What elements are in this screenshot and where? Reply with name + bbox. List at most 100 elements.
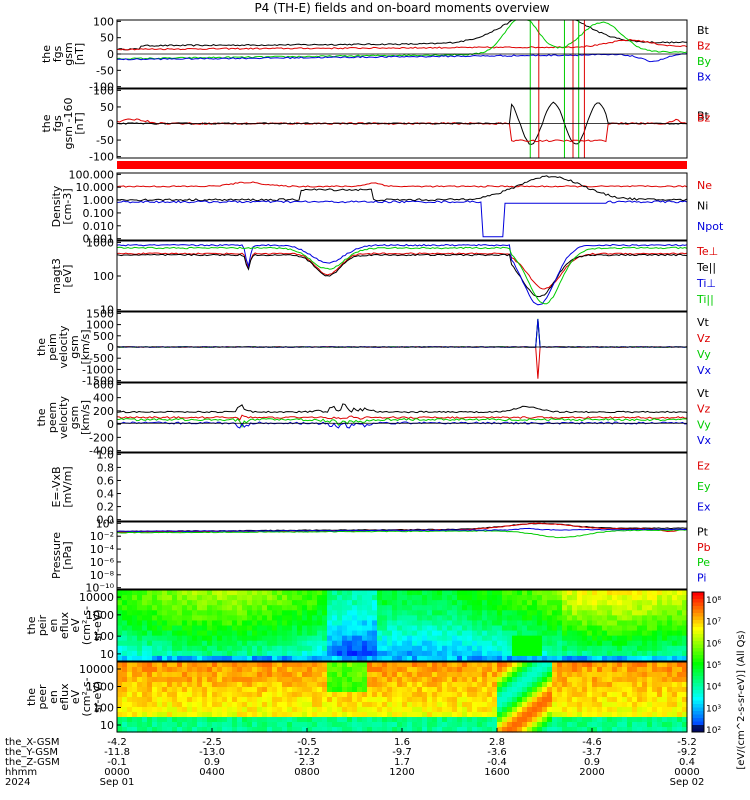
spectrogram-cell <box>677 707 683 713</box>
spectrogram-cell <box>572 662 578 668</box>
spectrogram-cell <box>167 590 173 596</box>
spectrogram-cell <box>467 717 473 723</box>
spectrogram-cell <box>267 635 273 642</box>
spectrogram-cell <box>222 590 228 596</box>
spectrogram-cell <box>332 667 338 673</box>
spectrogram-cell <box>157 727 163 733</box>
spectrogram-cell <box>677 672 683 678</box>
spectrogram-cell <box>572 707 578 713</box>
spectrogram-cell <box>277 672 283 678</box>
spectrogram-cell <box>432 712 438 718</box>
spectrogram-cell <box>147 595 153 601</box>
spectrogram-cell <box>592 722 598 728</box>
spectrogram-cell <box>237 590 243 596</box>
spectrogram-cell <box>477 650 483 657</box>
spectrogram-cell <box>297 717 303 723</box>
spectrogram-cell <box>122 697 128 703</box>
spectrogram-cell <box>597 640 603 647</box>
spectrogram-cell <box>582 682 588 688</box>
spectrogram-cell <box>402 697 408 703</box>
spectrogram-cell <box>377 600 383 606</box>
spectrogram-cell <box>142 672 148 678</box>
spectrogram-cell <box>657 722 663 728</box>
spectrogram-cell <box>592 682 598 688</box>
spectrogram-cell <box>642 687 648 693</box>
spectrogram-cell <box>347 717 353 723</box>
spectrogram-cell <box>667 610 673 616</box>
spectrogram-cell <box>347 702 353 708</box>
spectrogram-cell <box>532 677 538 683</box>
spectrogram-cell <box>257 677 263 683</box>
spectrogram-cell <box>432 655 438 662</box>
spectrogram-cell <box>307 645 313 652</box>
spectrogram-cell <box>417 707 423 713</box>
spectrogram-cell <box>177 605 183 611</box>
spectrogram-cell <box>217 610 223 616</box>
spectrogram-cell <box>652 610 658 616</box>
spectrogram-cell <box>587 590 593 596</box>
spectrogram-cell <box>637 702 643 708</box>
spectrogram-cell <box>637 727 643 733</box>
spectrogram-cell <box>327 702 333 708</box>
spectrogram-cell <box>122 692 128 698</box>
spectrogram-cell <box>187 590 193 596</box>
spectrogram-cell <box>247 727 253 733</box>
spectrogram-cell <box>302 600 308 606</box>
spectrogram-cell <box>562 625 568 632</box>
spectrogram-cell <box>647 625 653 632</box>
spectrogram-cell <box>127 667 133 673</box>
spectrogram-cell <box>247 707 253 713</box>
spectrogram-cell <box>662 662 668 668</box>
spectrogram-cell <box>562 677 568 683</box>
spectrogram-cell <box>362 687 368 693</box>
spectrogram-cell <box>247 640 253 647</box>
spectrogram-cell <box>267 625 273 632</box>
spectrogram-cell <box>322 697 328 703</box>
spectrogram-cell <box>542 707 548 713</box>
spectrogram-cell <box>477 697 483 703</box>
spectrogram-cell <box>587 600 593 606</box>
spectrogram-cell <box>147 667 153 673</box>
spectrogram-cell <box>267 682 273 688</box>
spectrogram-cell <box>477 667 483 673</box>
spectrogram-cell <box>317 667 323 673</box>
spectrogram-cell <box>412 707 418 713</box>
spectrogram-cell <box>347 662 353 668</box>
spectrogram-cell <box>427 650 433 657</box>
spectrogram-cell <box>632 662 638 668</box>
spectrogram-cell <box>147 677 153 683</box>
spectrogram-cell <box>347 672 353 678</box>
spectrogram-cell <box>272 620 278 627</box>
spectrogram-cell <box>127 717 133 723</box>
spectrogram-cell <box>582 712 588 718</box>
spectrogram-cell <box>272 595 278 601</box>
spectrogram-cell <box>322 717 328 723</box>
spectrogram-cell <box>522 625 528 632</box>
x-tick-label: -13.0 <box>199 747 225 758</box>
spectrogram-cell <box>272 667 278 673</box>
spectrogram-cell <box>512 610 518 616</box>
spectrogram-cell <box>292 717 298 723</box>
spectrogram-cell <box>447 635 453 642</box>
spectrogram-cell <box>592 635 598 642</box>
spectrogram-cell <box>497 640 503 647</box>
spectrogram-cell <box>297 640 303 647</box>
spectrogram-cell <box>422 645 428 652</box>
spectrogram-cell <box>552 650 558 657</box>
spectrogram-cell <box>182 625 188 632</box>
spectrogram-cell <box>577 620 583 627</box>
spectrogram-cell <box>337 650 343 657</box>
spectrogram-cell <box>457 727 463 733</box>
spectrogram-cell <box>182 717 188 723</box>
spectrogram-cell <box>182 697 188 703</box>
spectrogram-cell <box>452 650 458 657</box>
spectrogram-cell <box>307 727 313 733</box>
spectrogram-cell <box>602 707 608 713</box>
spectrogram-cell <box>522 722 528 728</box>
y-tick-label: 10⁰ <box>96 517 115 530</box>
spectrogram-cell <box>327 677 333 683</box>
spectrogram-cell <box>352 650 358 657</box>
spectrogram-cell <box>367 687 373 693</box>
spectrogram-cell <box>492 712 498 718</box>
